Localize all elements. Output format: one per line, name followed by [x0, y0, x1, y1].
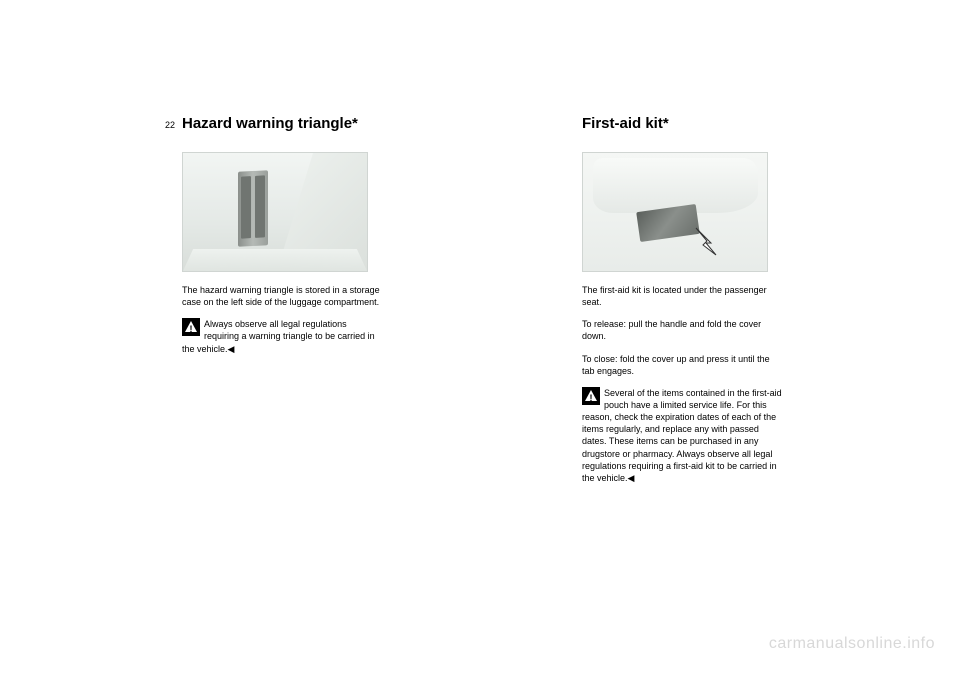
watermark: carmanualsonline.info: [769, 635, 935, 653]
heading-hazard: Hazard warning triangle*: [182, 115, 382, 132]
warning-icon: [582, 387, 600, 405]
figure-hazard-triangle: MV99740Z.MA: [182, 152, 368, 272]
triangle-storage-case: [238, 170, 268, 247]
first-aid-location: The first-aid kit is located under the p…: [582, 284, 782, 308]
warning-text: Always observe all legal regulations req…: [182, 319, 375, 353]
warning-text: Several of the items contained in the fi…: [582, 388, 782, 483]
hazard-description: The hazard warning triangle is stored in…: [182, 284, 382, 308]
heading-first-aid: First-aid kit*: [582, 115, 782, 132]
seat-cushion: [593, 158, 758, 213]
warning-first-aid: Several of the items contained in the fi…: [582, 387, 782, 484]
warning-hazard: Always observe all legal regulations req…: [182, 318, 382, 354]
first-aid-release: To release: pull the handle and fold the…: [582, 318, 782, 342]
figure-first-aid: MV99930Z.MA: [582, 152, 768, 272]
page-number: 22: [165, 120, 175, 130]
end-marker-icon: ◀: [228, 343, 235, 355]
section-first-aid: First-aid kit* MV99930Z.MA The first-aid…: [582, 115, 782, 494]
trunk-floor: [183, 249, 367, 271]
warning-icon: [182, 318, 200, 336]
end-marker-icon: ◀: [628, 472, 635, 484]
first-aid-close: To close: fold the cover up and press it…: [582, 353, 782, 377]
section-hazard-triangle: Hazard warning triangle* MV99740Z.MA The…: [182, 115, 382, 365]
